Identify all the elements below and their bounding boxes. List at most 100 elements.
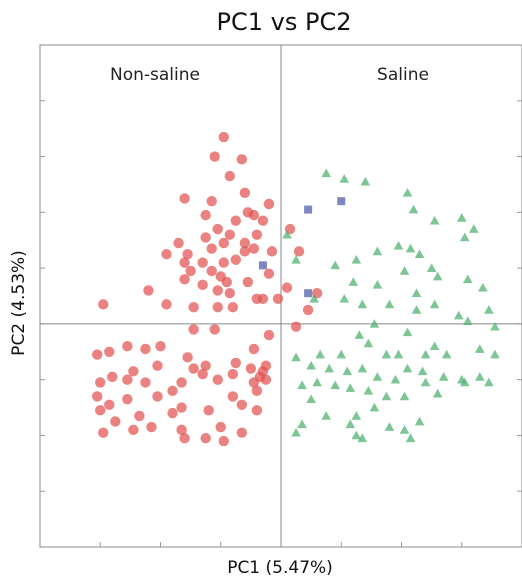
point-saline xyxy=(405,433,416,443)
point-saline xyxy=(475,344,485,353)
chart-title: PC1 vs PC2 xyxy=(217,8,352,36)
point-non-saline xyxy=(257,293,269,304)
point-saline xyxy=(420,377,431,387)
point-saline xyxy=(469,224,479,233)
point-non-saline xyxy=(236,154,248,165)
point-non-saline xyxy=(242,276,254,288)
point-saline xyxy=(462,316,473,325)
point-square xyxy=(304,289,313,298)
point-saline xyxy=(411,288,422,298)
point-non-saline xyxy=(260,360,272,371)
point-saline xyxy=(309,293,319,303)
point-non-saline xyxy=(200,209,211,221)
point-non-saline xyxy=(197,368,208,380)
point-non-saline xyxy=(302,304,314,316)
point-non-saline xyxy=(263,198,275,210)
point-non-saline xyxy=(176,377,187,388)
point-non-saline xyxy=(188,363,199,374)
point-saline xyxy=(420,349,431,359)
point-non-saline xyxy=(224,170,235,182)
point-saline xyxy=(408,204,419,214)
point-non-saline xyxy=(236,427,248,438)
point-non-saline xyxy=(266,246,278,257)
point-non-saline xyxy=(95,377,106,388)
point-saline xyxy=(321,168,331,178)
point-saline xyxy=(372,372,383,381)
point-saline xyxy=(453,310,464,320)
point-saline xyxy=(351,411,362,420)
point-non-saline xyxy=(248,243,260,254)
point-non-saline xyxy=(179,433,190,444)
point-non-saline xyxy=(161,299,172,310)
point-saline xyxy=(459,232,470,242)
point-non-saline xyxy=(197,279,208,291)
point-non-saline xyxy=(134,410,145,422)
point-non-saline xyxy=(179,193,190,204)
point-non-saline xyxy=(227,391,238,402)
point-non-saline xyxy=(254,371,266,383)
point-saline xyxy=(357,363,368,373)
point-non-saline xyxy=(221,276,232,288)
point-saline xyxy=(417,366,428,376)
point-non-saline xyxy=(251,229,263,240)
point-saline xyxy=(381,349,392,359)
point-saline xyxy=(490,321,500,331)
point-saline xyxy=(306,360,316,370)
point-non-saline xyxy=(188,324,199,335)
point-non-saline xyxy=(227,368,238,380)
point-non-saline xyxy=(128,424,139,436)
point-saline xyxy=(438,372,449,381)
point-saline xyxy=(339,174,350,183)
point-saline xyxy=(402,188,413,197)
point-saline xyxy=(490,349,500,359)
point-non-saline xyxy=(239,237,251,249)
point-non-saline xyxy=(218,435,229,447)
point-non-saline xyxy=(92,391,103,402)
point-non-saline xyxy=(248,343,260,355)
point-saline xyxy=(414,416,425,426)
point-non-saline xyxy=(122,341,133,352)
point-saline xyxy=(432,388,443,398)
point-saline xyxy=(324,363,334,373)
point-saline xyxy=(402,363,413,373)
point-saline xyxy=(363,386,374,395)
point-saline xyxy=(345,383,356,392)
point-saline xyxy=(351,430,362,440)
point-saline xyxy=(399,391,410,401)
point-non-saline xyxy=(110,416,121,427)
point-non-saline xyxy=(176,402,187,413)
point-saline xyxy=(390,374,401,384)
point-non-saline xyxy=(212,301,223,313)
point-non-saline xyxy=(248,209,260,221)
point-saline xyxy=(475,372,485,381)
point-non-saline xyxy=(122,393,133,405)
point-saline xyxy=(354,330,365,339)
point-saline xyxy=(402,327,413,337)
point-non-saline xyxy=(239,246,251,257)
point-non-saline xyxy=(185,265,196,277)
point-non-saline xyxy=(179,274,190,285)
point-non-saline xyxy=(95,405,106,416)
point-saline xyxy=(339,293,350,303)
point-saline xyxy=(345,419,356,429)
point-square xyxy=(258,261,267,270)
point-non-saline xyxy=(212,374,223,385)
point-saline xyxy=(372,246,383,256)
point-saline xyxy=(315,349,325,359)
point-saline xyxy=(297,380,307,390)
point-saline xyxy=(478,282,488,292)
point-non-saline xyxy=(176,424,187,436)
axis-ticks xyxy=(40,100,522,547)
point-non-saline xyxy=(227,301,238,313)
point-non-saline xyxy=(272,293,284,304)
point-saline xyxy=(432,271,443,281)
point-non-saline xyxy=(200,433,211,444)
point-saline xyxy=(291,427,301,437)
point-non-saline xyxy=(215,421,226,433)
point-non-saline xyxy=(230,254,242,265)
point-non-saline xyxy=(140,343,151,355)
point-non-saline xyxy=(245,363,257,374)
point-saline xyxy=(342,366,353,376)
point-saline xyxy=(360,176,371,186)
